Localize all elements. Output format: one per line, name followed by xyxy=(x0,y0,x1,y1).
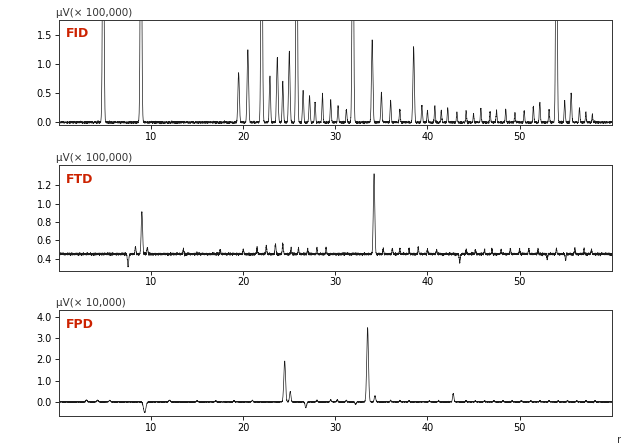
Text: FTD: FTD xyxy=(66,173,94,186)
Text: μV(× 10,000): μV(× 10,000) xyxy=(57,299,126,308)
Text: μV(× 100,000): μV(× 100,000) xyxy=(57,8,132,18)
Text: FID: FID xyxy=(66,27,89,41)
Text: FPD: FPD xyxy=(66,318,94,331)
Text: μV(× 100,000): μV(× 100,000) xyxy=(57,153,132,163)
Text: min: min xyxy=(617,434,621,445)
